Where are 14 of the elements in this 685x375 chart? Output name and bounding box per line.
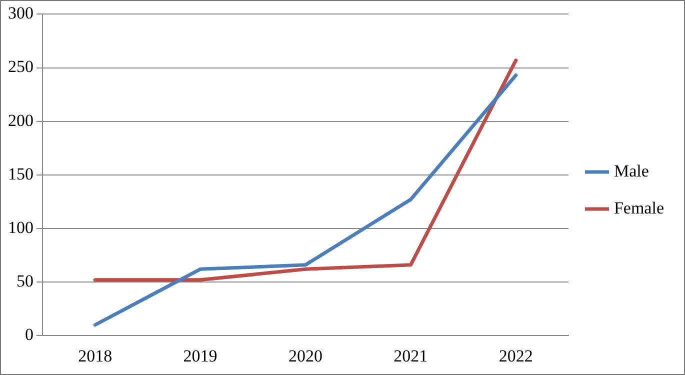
legend-label: Female (614, 198, 664, 218)
y-tick-label: 300 (8, 4, 34, 23)
y-tick-label: 200 (8, 110, 34, 130)
y-tick-label: 0 (25, 325, 34, 344)
x-tick-label: 2021 (394, 346, 428, 366)
x-tick-label: 2022 (498, 346, 533, 366)
y-tick-label: 100 (8, 218, 34, 237)
y-tick-label: 150 (8, 164, 34, 184)
y-tick-label: 50 (16, 272, 34, 290)
x-tick-label: 2018 (78, 346, 112, 366)
y-tick-label: 250 (8, 57, 34, 76)
x-tick-label: 2020 (288, 346, 322, 366)
x-tick-label: 2019 (183, 346, 218, 366)
legend-label: Male (614, 161, 649, 180)
